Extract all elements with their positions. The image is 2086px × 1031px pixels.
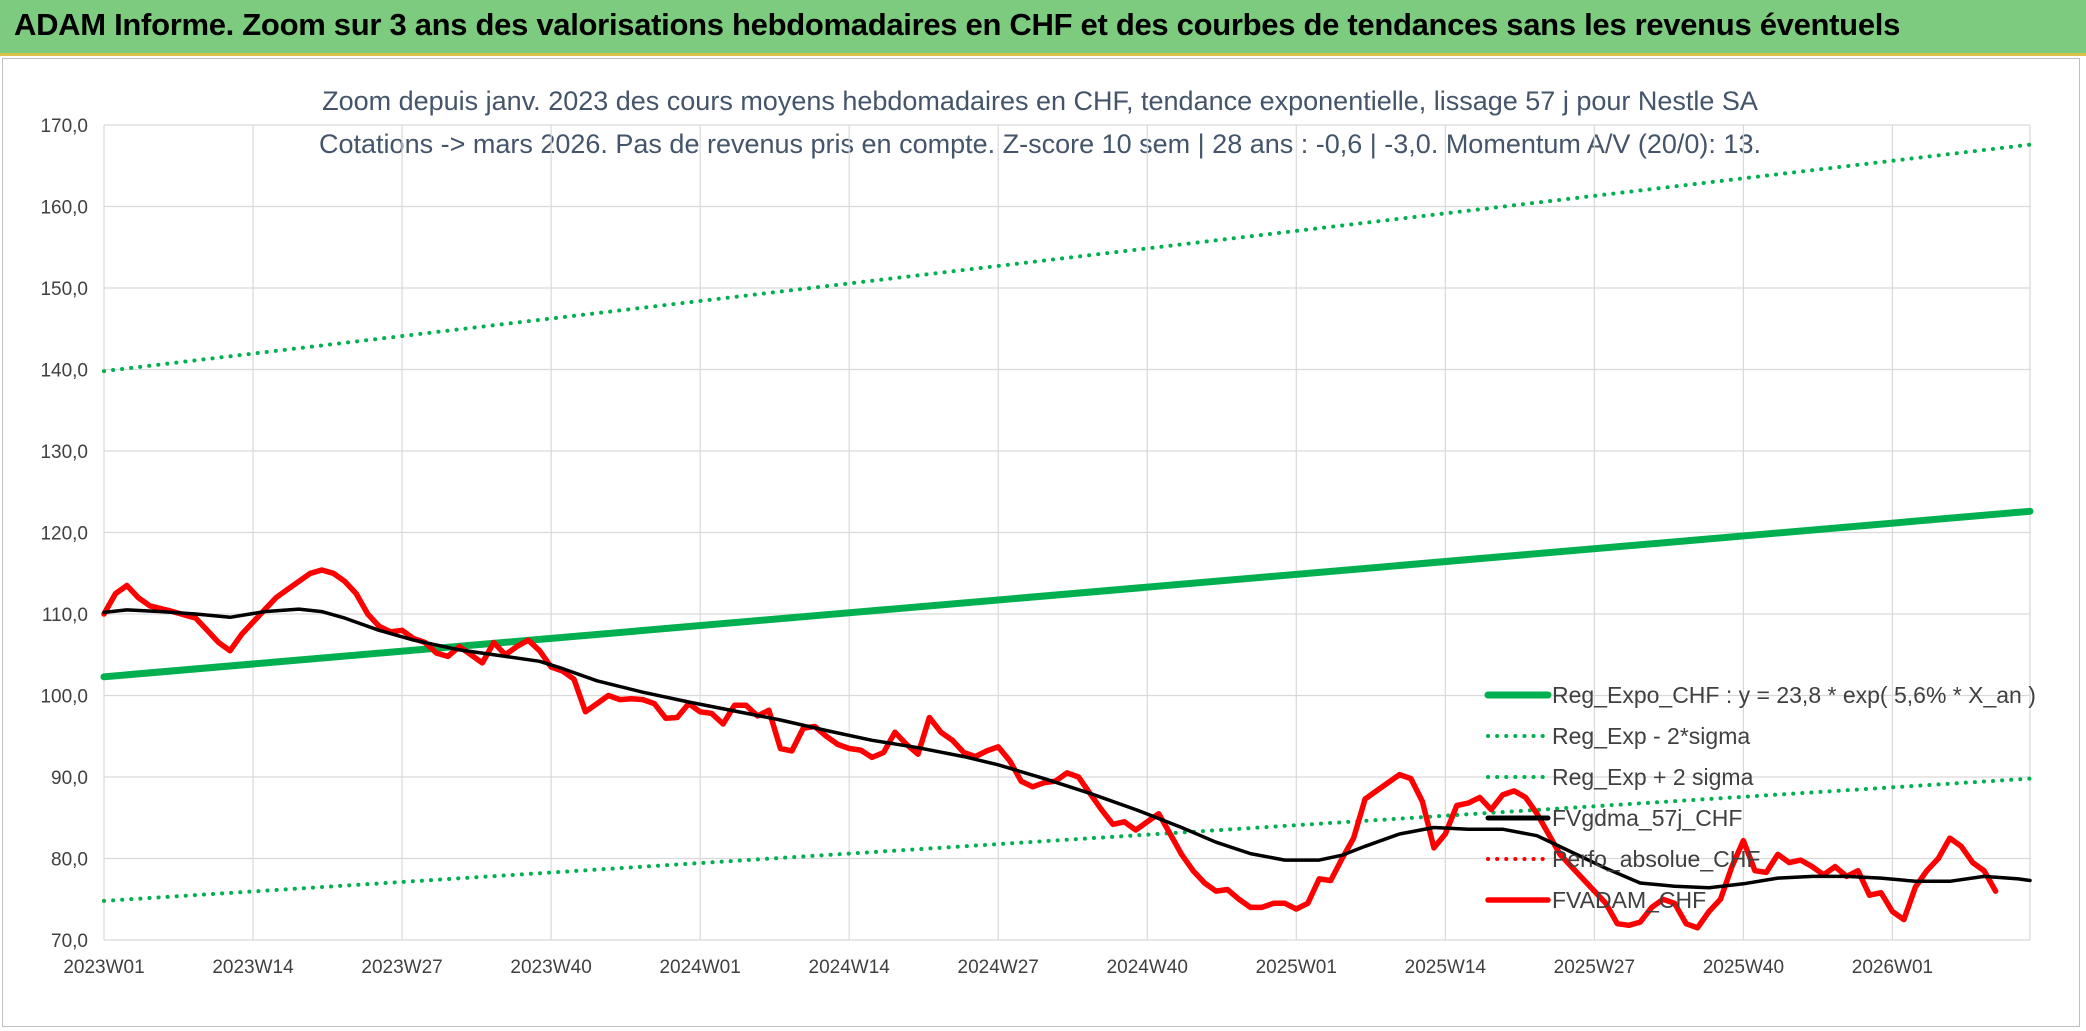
chart-title-line-1: Zoom depuis janv. 2023 des cours moyens … — [322, 86, 1758, 116]
y-tick-label: 160,0 — [40, 198, 88, 219]
plot-area — [100, 142, 2034, 931]
report-title: ADAM Informe. Zoom sur 3 ans des valoris… — [14, 7, 1901, 42]
x-tick-label: 2024W40 — [1107, 957, 1188, 978]
legend-label: FVADAM_CHF — [1552, 887, 1706, 913]
x-tick-label: 2023W27 — [361, 957, 442, 978]
x-tick-label: 2025W40 — [1703, 957, 1784, 978]
legend-label: Reg_Exp + 2 sigma — [1552, 764, 1754, 790]
y-tick-label: 150,0 — [40, 279, 88, 300]
x-tick-label: 2024W27 — [958, 957, 1039, 978]
legend-label: Reg_Expo_CHF : y = 23,8 * exp( 5,6% * X_… — [1552, 682, 2036, 708]
x-tick-label: 2023W40 — [510, 957, 591, 978]
y-axis-ticks: 70,0 80,0 90,0 100,0 110,0 120,0 130,0 140,0 150… — [40, 116, 88, 952]
series-line-fvadam-chf — [101, 567, 1999, 931]
series-line-reg-exp — [102, 142, 2032, 374]
x-tick-label: 2024W14 — [809, 957, 891, 978]
series-line-reg-expo-chf — [100, 507, 2034, 681]
y-tick-label: 120,0 — [40, 524, 88, 545]
x-tick-label: 2026W01 — [1852, 957, 1933, 978]
x-tick-label: 2025W27 — [1554, 957, 1635, 978]
series-line-reg-exp — [102, 776, 2032, 903]
y-tick-label: 80,0 — [51, 850, 88, 871]
y-tick-label: 100,0 — [40, 687, 88, 708]
report-banner: ADAM Informe. Zoom sur 3 ans des valoris… — [0, 0, 2086, 56]
legend-label: Reg_Exp - 2*sigma — [1552, 723, 1750, 749]
chart-title-line-2: Cotations -> mars 2026. Pas de revenus p… — [319, 129, 1761, 159]
y-tick-label: 140,0 — [40, 361, 88, 382]
y-tick-label: 170,0 — [40, 116, 88, 137]
y-tick-label: 70,0 — [51, 931, 88, 952]
x-tick-label: 2024W01 — [659, 957, 740, 978]
y-tick-label: 90,0 — [51, 768, 88, 789]
legend-label: Perfo_absolue_CHF — [1552, 846, 1760, 872]
y-tick-label: 130,0 — [40, 442, 88, 463]
x-tick-label: 2025W14 — [1405, 957, 1487, 978]
x-tick-label: 2025W01 — [1256, 957, 1337, 978]
legend: Reg_Expo_CHF : y = 23,8 * exp( 5,6% * X_… — [1484, 682, 2036, 913]
series-line-fvgdma-57j-chf — [102, 607, 2032, 890]
legend-label: FVgdma_57j_CHF — [1552, 805, 1742, 831]
x-tick-label: 2023W01 — [63, 957, 144, 978]
x-axis-ticks: 2023W01 2023W14 2023W27 2023W40 2024W01 2024W… — [63, 957, 1933, 978]
x-tick-label: 2023W14 — [212, 957, 294, 978]
y-tick-label: 110,0 — [42, 605, 88, 626]
chart-frame — [2, 58, 2080, 1027]
gridlines — [103, 124, 2031, 941]
